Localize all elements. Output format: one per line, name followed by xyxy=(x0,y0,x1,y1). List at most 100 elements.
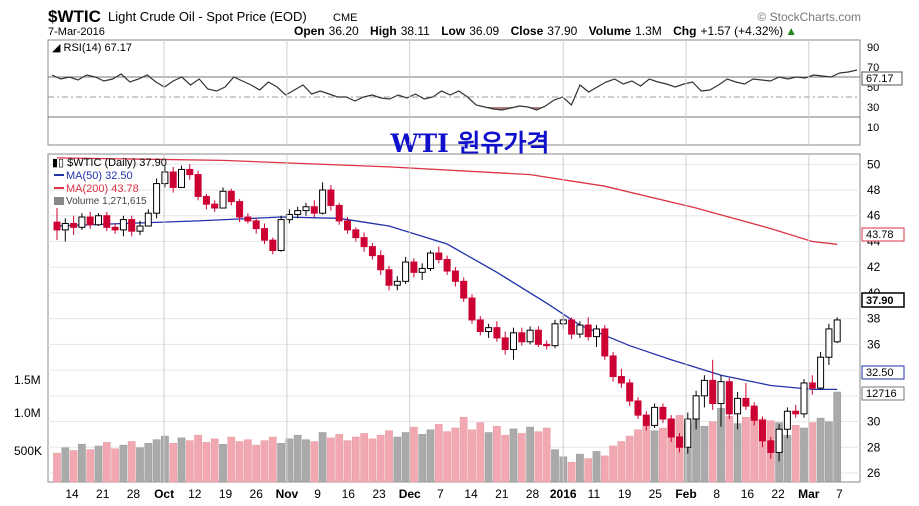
ma50-badge-box xyxy=(861,365,905,380)
candle-body xyxy=(427,252,434,269)
ma200-badge-box xyxy=(861,227,905,242)
candle-body xyxy=(186,168,194,176)
price-tick-label: 42 xyxy=(867,260,881,274)
x-tick-label: Mar xyxy=(798,487,820,501)
x-tick-label: 14 xyxy=(464,487,478,501)
x-tick-label: 9 xyxy=(314,487,321,501)
volume-value: 1.3M xyxy=(635,24,662,38)
ma50-badge-text: 32.50 xyxy=(866,367,894,379)
volume-bar xyxy=(393,436,402,483)
candle-body xyxy=(302,206,310,212)
x-tick-label: 23 xyxy=(372,487,386,501)
rsi-tick-label: 70 xyxy=(867,62,879,74)
volume-bar xyxy=(742,416,750,483)
volume-bar xyxy=(584,458,593,483)
candle-body xyxy=(61,222,69,231)
volume-bar xyxy=(327,437,335,483)
candle-series xyxy=(53,164,841,462)
candle-body xyxy=(700,379,708,397)
legend-price-icon: ▮▯ xyxy=(52,157,67,169)
instrument-name: Light Crude Oil - Spot Price (EOD) xyxy=(108,9,307,24)
volume-bar xyxy=(443,431,451,483)
rsi-series xyxy=(51,69,858,111)
legend-volume-swatch xyxy=(54,197,64,205)
volume-bar xyxy=(94,445,103,483)
volume-bar xyxy=(642,425,651,483)
candle-body xyxy=(211,203,219,209)
volume-bar xyxy=(468,429,476,483)
volume-bar xyxy=(617,441,626,483)
close-label: Close xyxy=(511,24,544,38)
candle-body xyxy=(327,189,335,206)
candle-body xyxy=(393,280,401,286)
x-tick-label: 26 xyxy=(250,487,264,501)
candle-body xyxy=(294,210,302,215)
volume-bar xyxy=(708,421,717,483)
candle-body xyxy=(659,406,667,420)
volume-bar xyxy=(127,441,136,483)
volume-bar xyxy=(235,441,244,483)
volume-bar xyxy=(800,427,808,483)
close-badge: 37.90 xyxy=(861,292,905,308)
price-tick-label: 50 xyxy=(867,157,881,171)
candle-body xyxy=(277,219,285,251)
candle-body xyxy=(53,221,61,231)
volume-label: Volume xyxy=(589,24,632,38)
volume-bar xyxy=(69,450,78,483)
candle-body xyxy=(518,332,526,343)
volume-bar xyxy=(700,425,709,483)
candle-body xyxy=(451,270,459,282)
ma50-badge: 32.50 xyxy=(861,365,905,380)
rsi-tick-label: 10 xyxy=(867,122,879,134)
price-tick-label: 46 xyxy=(867,209,881,223)
candle-body xyxy=(833,319,841,343)
exchange-label: CME xyxy=(333,12,357,24)
candle-body xyxy=(551,323,559,347)
volume-bar xyxy=(293,434,302,483)
candle-body xyxy=(651,406,659,426)
candle-body xyxy=(244,216,252,222)
candle-body xyxy=(593,328,600,338)
candle-body xyxy=(783,410,791,430)
candle-body xyxy=(460,280,468,299)
candle-body xyxy=(153,183,161,214)
x-tick-label: 16 xyxy=(741,487,755,501)
volume-badge-text: 12716 xyxy=(866,388,897,400)
volume-bar xyxy=(210,438,219,483)
ma200-series xyxy=(56,157,838,245)
volume-bar xyxy=(285,438,294,483)
candle-body xyxy=(435,252,443,260)
candle-body xyxy=(576,324,584,335)
volume-bar xyxy=(459,416,468,483)
volume-bar xyxy=(185,440,194,483)
candle-body xyxy=(261,228,268,241)
candle-body xyxy=(485,327,493,333)
candle-body xyxy=(219,190,227,209)
volume-bar xyxy=(61,447,70,483)
volume-bar xyxy=(476,422,485,483)
candle-body xyxy=(717,381,725,405)
candle-body xyxy=(227,190,235,203)
rsi-badge-text: 67.17 xyxy=(866,73,894,85)
volume-axis: 1.5M 1.0M 500K xyxy=(14,373,42,458)
candle-body xyxy=(86,216,94,226)
volume-bar xyxy=(244,439,252,483)
volume-bar xyxy=(86,449,95,483)
candle-body xyxy=(310,206,318,214)
candle-body xyxy=(252,220,260,230)
x-tick-label: 28 xyxy=(127,487,141,501)
volume-bar xyxy=(252,444,261,483)
x-tick-label: 16 xyxy=(342,487,356,501)
volume-bar xyxy=(542,427,551,483)
volume-bar xyxy=(385,430,393,483)
x-tick-label: 7 xyxy=(437,487,444,501)
candle-body xyxy=(128,219,136,232)
chg-value: +1.57 (+4.32%) xyxy=(700,24,783,38)
rsi-badge-box xyxy=(861,71,903,86)
candle-body xyxy=(742,397,750,407)
brand-label: © StockCharts.com xyxy=(757,10,861,24)
candle-body xyxy=(70,222,78,228)
candle-body xyxy=(725,381,733,415)
